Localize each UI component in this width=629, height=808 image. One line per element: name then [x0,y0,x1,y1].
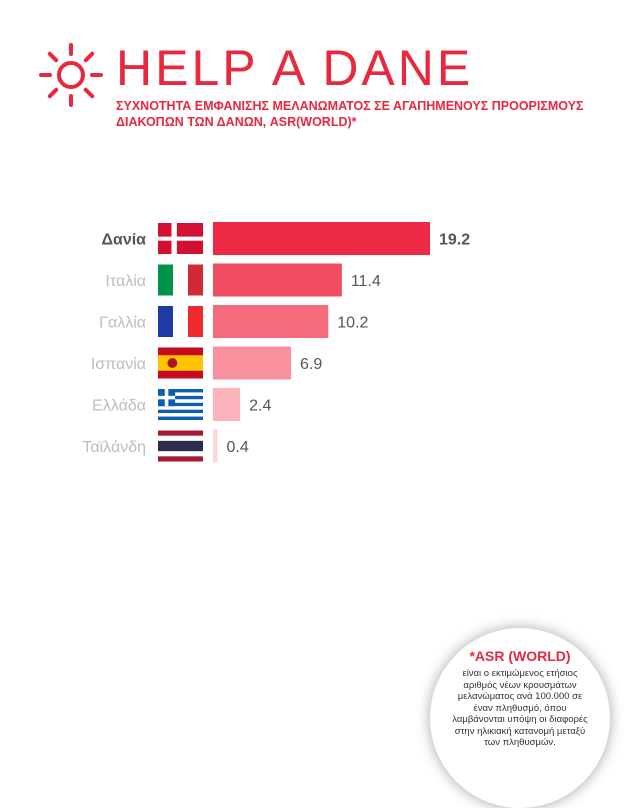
note-body: είναι ο εκτιμώμενος ετήσιος αριθμός νέων… [452,668,588,748]
bar [213,429,218,463]
value-label: 10.2 [337,315,368,332]
category-label: Γαλλία [99,315,146,332]
greece-flag-icon [158,389,203,420]
subtitle-line-1: ΣΥΧΝΟΤΗΤΑ ΕΜΦΑΝΙΣΗΣ ΜΕΛΑΝΩΜΑΤΟΣ ΣΕ ΑΓΑΠΗ… [116,99,584,113]
bar [213,346,291,380]
subtitle-line-2: ΔΙΑΚΟΠΩΝ ΤΩΝ ΔΑΝΩΝ, ASR(WORLD)* [116,115,357,129]
category-label: Ιταλία [105,273,146,290]
bar [213,305,329,338]
brand-title: HELP A DANE [116,40,474,96]
asr-note: *ASR (WORLD) είναι ο εκτιμώμενος ετήσιος… [430,628,610,808]
header: HELP A DANE ΣΥΧΝΟΤΗΤΑ ΕΜΦΑΝΙΣΗΣ ΜΕΛΑΝΩΜΑ… [38,36,618,136]
bar-chart: Δανία 19.2 Ιταλία 11.4 Γαλλία 10.2 Ισπανία 6.9 Ε… [82,222,470,463]
category-label: Ελλάδα [92,398,146,415]
italy-flag-icon [158,264,203,296]
bar [213,388,241,421]
category-label: Ταϊλάνδη [82,439,146,456]
spain-flag-icon [158,347,203,379]
category-label: Ισπανία [91,356,146,373]
sun-icon [39,43,103,107]
category-label: Δανία [101,232,146,249]
note-title: *ASR (WORLD) [469,648,571,664]
value-label: 11.4 [351,273,381,290]
denmark-flag-icon [158,223,203,254]
chart-subtitle: ΣΥΧΝΟΤΗΤΑ ΕΜΦΑΝΙΣΗΣ ΜΕΛΑΝΩΜΑΤΟΣ ΣΕ ΑΓΑΠΗ… [116,98,616,130]
france-flag-icon [158,306,203,337]
bar [213,263,342,297]
value-label: 19.2 [439,232,470,249]
value-label: 0.4 [227,439,249,456]
thailand-flag-icon [158,430,203,462]
value-label: 6.9 [300,356,322,373]
value-label: 2.4 [249,398,271,415]
bar [213,222,430,255]
